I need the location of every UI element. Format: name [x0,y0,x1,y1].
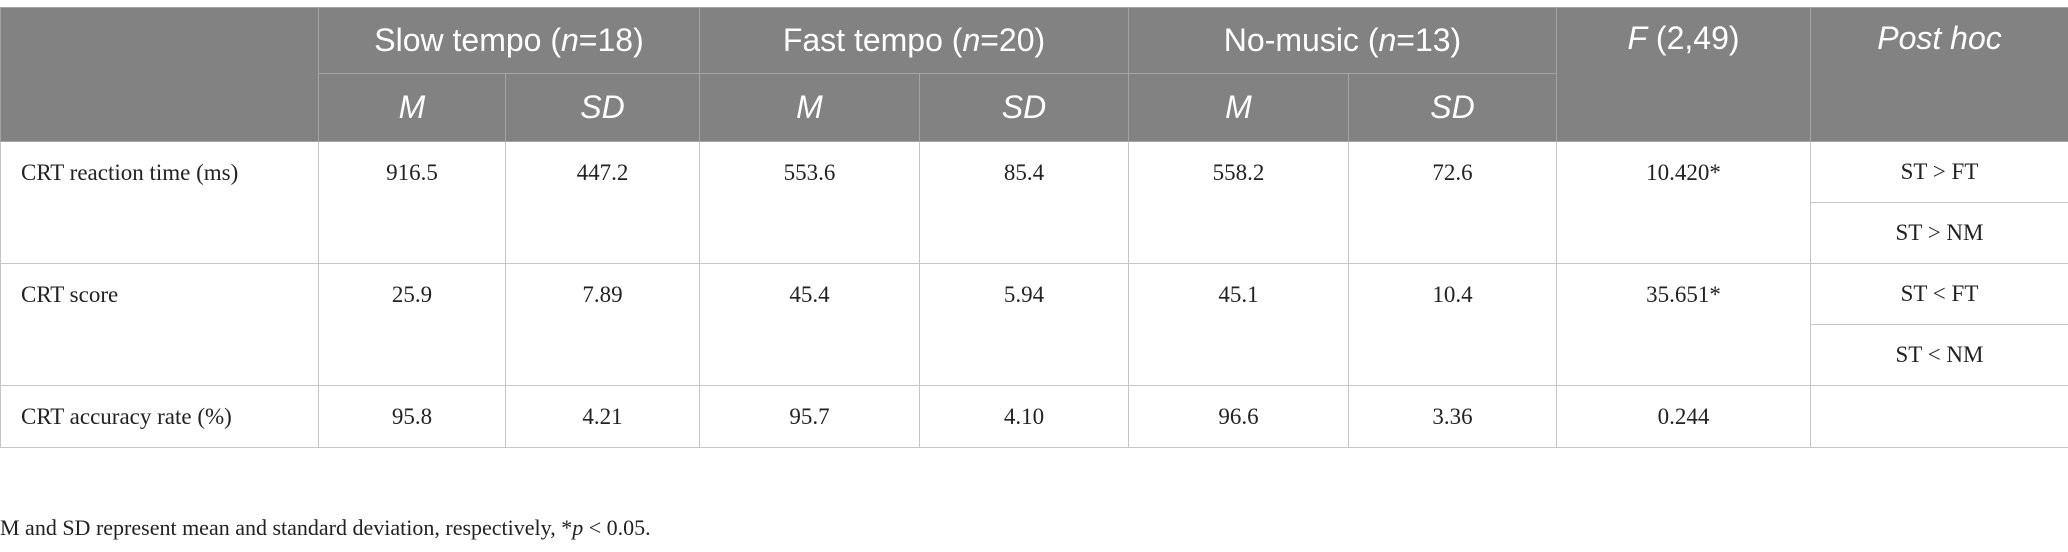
footnote: M and SD represent mean and standard dev… [0,515,651,541]
sub-header: M [1128,73,1349,142]
table-body: CRT reaction time (ms) 916.5 447.2 553.6 85.… [0,141,2068,448]
posthoc-cell: ST > NM [1810,202,2068,264]
row-label: CRT reaction time (ms) [0,141,319,264]
value-cell: 7.89 [505,263,700,386]
sub-header: SD [919,73,1129,142]
value-cell: 95.8 [318,385,506,448]
group-header: Fast tempo (n=20) [699,7,1129,74]
value-cell: 3.36 [1348,385,1557,448]
f-cell: 35.651* [1556,263,1811,386]
value-cell: 553.6 [699,141,920,264]
body-row: CRT reaction time (ms) 916.5 447.2 553.6 85.… [0,141,2068,264]
value-cell: 558.2 [1128,141,1349,264]
sub-header: M [318,73,506,142]
text-part: =20) [980,22,1046,58]
posthoc-cell: ST > FT [1810,141,2068,203]
text-part: F [1627,20,1648,56]
text-part: p [572,515,584,540]
text-part: =13) [1396,22,1462,58]
row-label: CRT score [0,263,319,386]
text-part: Fast tempo ( [782,22,963,58]
sub-header: M [699,73,920,142]
sub-header: SD [505,73,700,142]
header-row: Slow tempo (n=18) Fast tempo (n=20) No-mus… [0,7,2068,142]
f-cell: 0.244 [1556,385,1811,448]
text-part: M and SD represent mean and standard dev… [0,515,573,540]
posthoc-header: Post hoc [1810,7,2068,142]
results-table: Slow tempo (n=18) Fast tempo (n=20) No-mus… [0,7,2068,448]
group-header: No-music (n=13) [1128,7,1557,74]
f-cell: 10.420* [1556,141,1811,264]
posthoc-cell-empty [1810,385,2068,448]
value-cell: 96.6 [1128,385,1349,448]
value-cell: 85.4 [919,141,1129,264]
header-blank [0,7,319,142]
value-cell: 447.2 [505,141,700,264]
row-label: CRT accuracy rate (%) [0,385,319,448]
body-row: CRT accuracy rate (%) 95.8 4.21 95.7 4.10 96.… [0,385,2068,448]
body-row: ST > NM [1,202,2068,264]
group-header: Slow tempo (n=18) [318,7,700,74]
value-cell: 10.4 [1348,263,1557,386]
body-row: CRT score 25.9 7.89 45.4 5.94 45.1 10.4 35.651*… [0,263,2068,386]
value-cell: 25.9 [318,263,506,386]
text-part: n [962,22,981,58]
posthoc-cell: ST < NM [1810,324,2068,386]
text-part: n [561,22,579,58]
header-row: M SD M SD M SD [1,73,2068,142]
f-header: F (2,49) [1556,7,1811,142]
text-part: n [1378,22,1397,58]
posthoc-cell: ST < FT [1810,263,2068,325]
text-part: =18) [578,22,644,58]
text-part: No-music ( [1223,22,1379,58]
sub-header: SD [1348,73,1557,142]
value-cell: 45.4 [699,263,920,386]
value-cell: 916.5 [318,141,506,264]
table-header: Slow tempo (n=18) Fast tempo (n=20) No-mus… [0,7,2068,142]
value-cell: 72.6 [1348,141,1557,264]
text-part: Slow tempo ( [374,22,561,58]
value-cell: 4.21 [505,385,700,448]
value-cell: 4.10 [919,385,1129,448]
value-cell: 45.1 [1128,263,1349,386]
text-part: (2,49) [1647,20,1740,56]
text-part: < 0.05. [583,515,651,540]
value-cell: 95.7 [699,385,920,448]
value-cell: 5.94 [919,263,1129,386]
